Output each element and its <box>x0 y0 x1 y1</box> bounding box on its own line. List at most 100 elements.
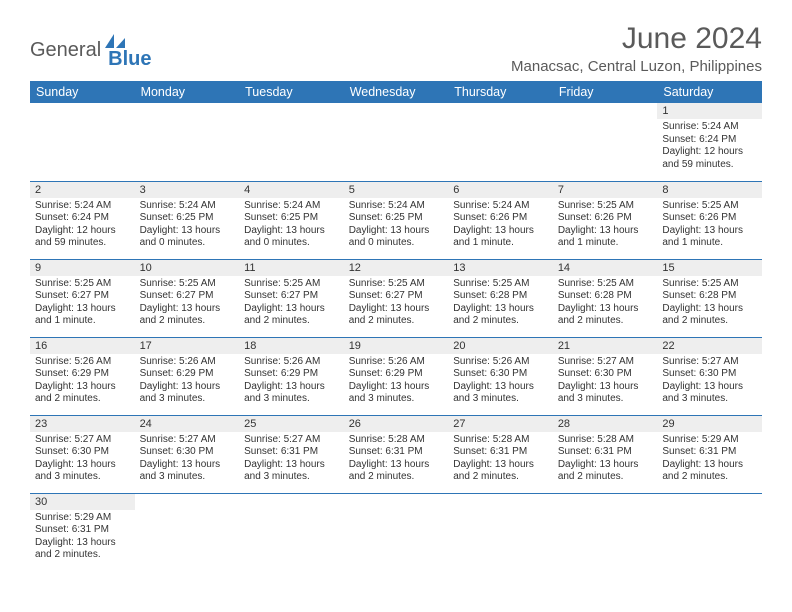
day-number: 13 <box>448 260 553 276</box>
day-number: 30 <box>30 494 135 510</box>
week-row: 23Sunrise: 5:27 AMSunset: 6:30 PMDayligh… <box>30 415 762 493</box>
weekday-header: Tuesday <box>239 81 344 103</box>
weekday-header: Wednesday <box>344 81 449 103</box>
day-cell: 26Sunrise: 5:28 AMSunset: 6:31 PMDayligh… <box>344 415 449 493</box>
day-cell <box>553 493 658 571</box>
day-body: Sunrise: 5:25 AMSunset: 6:27 PMDaylight:… <box>239 276 344 331</box>
day-body: Sunrise: 5:25 AMSunset: 6:27 PMDaylight:… <box>344 276 449 331</box>
day-cell <box>30 103 135 181</box>
day-body: Sunrise: 5:27 AMSunset: 6:30 PMDaylight:… <box>553 354 658 409</box>
day-number <box>135 494 240 510</box>
day-cell: 19Sunrise: 5:26 AMSunset: 6:29 PMDayligh… <box>344 337 449 415</box>
location: Manacsac, Central Luzon, Philippines <box>511 58 762 75</box>
day-cell: 8Sunrise: 5:25 AMSunset: 6:26 PMDaylight… <box>657 181 762 259</box>
day-body: Sunrise: 5:25 AMSunset: 6:26 PMDaylight:… <box>657 198 762 253</box>
day-body: Sunrise: 5:27 AMSunset: 6:31 PMDaylight:… <box>239 432 344 487</box>
day-cell <box>553 103 658 181</box>
day-cell: 16Sunrise: 5:26 AMSunset: 6:29 PMDayligh… <box>30 337 135 415</box>
day-number: 20 <box>448 338 553 354</box>
day-cell: 22Sunrise: 5:27 AMSunset: 6:30 PMDayligh… <box>657 337 762 415</box>
day-body: Sunrise: 5:25 AMSunset: 6:28 PMDaylight:… <box>657 276 762 331</box>
calendar-body: 1Sunrise: 5:24 AMSunset: 6:24 PMDaylight… <box>30 103 762 571</box>
day-cell: 27Sunrise: 5:28 AMSunset: 6:31 PMDayligh… <box>448 415 553 493</box>
day-number: 27 <box>448 416 553 432</box>
day-number: 19 <box>344 338 449 354</box>
day-body: Sunrise: 5:25 AMSunset: 6:27 PMDaylight:… <box>135 276 240 331</box>
day-body: Sunrise: 5:24 AMSunset: 6:25 PMDaylight:… <box>239 198 344 253</box>
day-number: 24 <box>135 416 240 432</box>
day-number: 29 <box>657 416 762 432</box>
day-cell: 17Sunrise: 5:26 AMSunset: 6:29 PMDayligh… <box>135 337 240 415</box>
weekday-header: Sunday <box>30 81 135 103</box>
day-body: Sunrise: 5:26 AMSunset: 6:29 PMDaylight:… <box>135 354 240 409</box>
day-cell: 21Sunrise: 5:27 AMSunset: 6:30 PMDayligh… <box>553 337 658 415</box>
calendar-page: General Blue June 2024 Manacsac, Central… <box>0 0 792 581</box>
day-cell: 11Sunrise: 5:25 AMSunset: 6:27 PMDayligh… <box>239 259 344 337</box>
day-body: Sunrise: 5:28 AMSunset: 6:31 PMDaylight:… <box>553 432 658 487</box>
day-cell: 29Sunrise: 5:29 AMSunset: 6:31 PMDayligh… <box>657 415 762 493</box>
day-number <box>448 103 553 119</box>
day-body: Sunrise: 5:25 AMSunset: 6:26 PMDaylight:… <box>553 198 658 253</box>
day-cell <box>135 103 240 181</box>
day-cell: 24Sunrise: 5:27 AMSunset: 6:30 PMDayligh… <box>135 415 240 493</box>
day-cell: 5Sunrise: 5:24 AMSunset: 6:25 PMDaylight… <box>344 181 449 259</box>
day-body: Sunrise: 5:24 AMSunset: 6:25 PMDaylight:… <box>344 198 449 253</box>
day-cell: 12Sunrise: 5:25 AMSunset: 6:27 PMDayligh… <box>344 259 449 337</box>
header: General Blue June 2024 Manacsac, Central… <box>30 22 762 75</box>
day-cell: 2Sunrise: 5:24 AMSunset: 6:24 PMDaylight… <box>30 181 135 259</box>
title-block: June 2024 Manacsac, Central Luzon, Phili… <box>511 22 762 75</box>
day-number: 21 <box>553 338 658 354</box>
weekday-header: Saturday <box>657 81 762 103</box>
day-body: Sunrise: 5:26 AMSunset: 6:30 PMDaylight:… <box>448 354 553 409</box>
day-cell: 6Sunrise: 5:24 AMSunset: 6:26 PMDaylight… <box>448 181 553 259</box>
day-body: Sunrise: 5:27 AMSunset: 6:30 PMDaylight:… <box>135 432 240 487</box>
day-number: 25 <box>239 416 344 432</box>
day-cell <box>448 103 553 181</box>
day-number: 14 <box>553 260 658 276</box>
day-number: 5 <box>344 182 449 198</box>
day-cell: 9Sunrise: 5:25 AMSunset: 6:27 PMDaylight… <box>30 259 135 337</box>
day-body: Sunrise: 5:28 AMSunset: 6:31 PMDaylight:… <box>344 432 449 487</box>
day-number: 7 <box>553 182 658 198</box>
day-cell <box>239 493 344 571</box>
day-cell: 1Sunrise: 5:24 AMSunset: 6:24 PMDaylight… <box>657 103 762 181</box>
day-number: 9 <box>30 260 135 276</box>
day-number: 2 <box>30 182 135 198</box>
day-body: Sunrise: 5:26 AMSunset: 6:29 PMDaylight:… <box>30 354 135 409</box>
week-row: 9Sunrise: 5:25 AMSunset: 6:27 PMDaylight… <box>30 259 762 337</box>
day-number: 3 <box>135 182 240 198</box>
day-body: Sunrise: 5:29 AMSunset: 6:31 PMDaylight:… <box>30 510 135 565</box>
day-cell <box>657 493 762 571</box>
day-body: Sunrise: 5:29 AMSunset: 6:31 PMDaylight:… <box>657 432 762 487</box>
day-number: 16 <box>30 338 135 354</box>
day-number: 10 <box>135 260 240 276</box>
day-body: Sunrise: 5:26 AMSunset: 6:29 PMDaylight:… <box>239 354 344 409</box>
week-row: 2Sunrise: 5:24 AMSunset: 6:24 PMDaylight… <box>30 181 762 259</box>
day-cell: 28Sunrise: 5:28 AMSunset: 6:31 PMDayligh… <box>553 415 658 493</box>
day-cell: 25Sunrise: 5:27 AMSunset: 6:31 PMDayligh… <box>239 415 344 493</box>
day-cell <box>448 493 553 571</box>
day-cell: 3Sunrise: 5:24 AMSunset: 6:25 PMDaylight… <box>135 181 240 259</box>
day-body: Sunrise: 5:25 AMSunset: 6:27 PMDaylight:… <box>30 276 135 331</box>
day-cell: 15Sunrise: 5:25 AMSunset: 6:28 PMDayligh… <box>657 259 762 337</box>
calendar-table: SundayMondayTuesdayWednesdayThursdayFrid… <box>30 81 762 571</box>
weekday-header: Monday <box>135 81 240 103</box>
day-cell <box>344 103 449 181</box>
day-body: Sunrise: 5:24 AMSunset: 6:25 PMDaylight:… <box>135 198 240 253</box>
day-body: Sunrise: 5:25 AMSunset: 6:28 PMDaylight:… <box>448 276 553 331</box>
day-number: 12 <box>344 260 449 276</box>
day-cell: 23Sunrise: 5:27 AMSunset: 6:30 PMDayligh… <box>30 415 135 493</box>
day-number: 23 <box>30 416 135 432</box>
day-number: 8 <box>657 182 762 198</box>
day-body: Sunrise: 5:24 AMSunset: 6:24 PMDaylight:… <box>657 119 762 174</box>
day-body: Sunrise: 5:24 AMSunset: 6:24 PMDaylight:… <box>30 198 135 253</box>
weekday-header: Thursday <box>448 81 553 103</box>
month-title: June 2024 <box>511 22 762 56</box>
day-body: Sunrise: 5:28 AMSunset: 6:31 PMDaylight:… <box>448 432 553 487</box>
day-number <box>239 103 344 119</box>
brand-logo: General Blue <box>30 30 152 71</box>
weekday-row: SundayMondayTuesdayWednesdayThursdayFrid… <box>30 81 762 103</box>
day-cell: 14Sunrise: 5:25 AMSunset: 6:28 PMDayligh… <box>553 259 658 337</box>
day-number: 6 <box>448 182 553 198</box>
day-body: Sunrise: 5:24 AMSunset: 6:26 PMDaylight:… <box>448 198 553 253</box>
